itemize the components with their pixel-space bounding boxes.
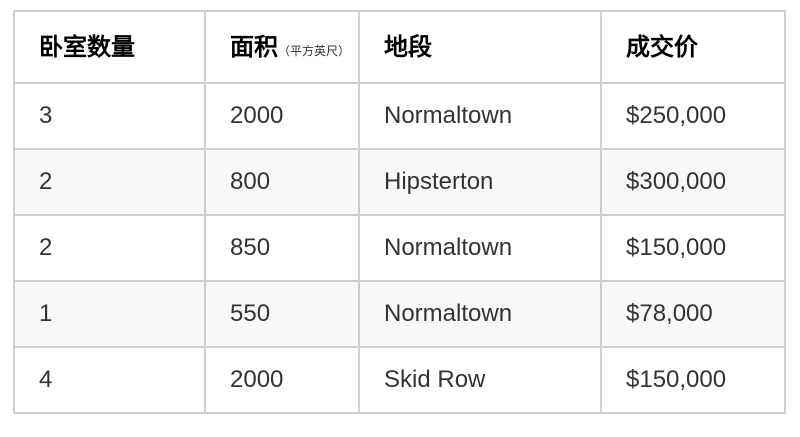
cell-neighborhood: Normaltown <box>358 214 602 282</box>
cell-bedrooms: 3 <box>13 82 206 150</box>
cell-bedrooms: 1 <box>13 280 206 348</box>
cell-area: 800 <box>204 148 360 216</box>
header-row: 卧室数量 面积（平方英尺） 地段 成交价 <box>13 10 786 84</box>
cell-price: $250,000 <box>600 82 786 150</box>
header-label: 面积 <box>230 33 278 61</box>
cell-neighborhood: Skid Row <box>358 346 602 414</box>
cell-area: 850 <box>204 214 360 282</box>
cell-area: 550 <box>204 280 360 348</box>
cell-bedrooms: 4 <box>13 346 206 414</box>
header-label: 地段 <box>384 33 432 61</box>
cell-neighborhood: Normaltown <box>358 82 602 150</box>
header-label: 卧室数量 <box>39 33 135 61</box>
cell-bedrooms: 2 <box>13 214 206 282</box>
header-label: 成交价 <box>626 33 698 61</box>
header-bedrooms: 卧室数量 <box>13 10 206 84</box>
table-row: 2 800 Hipsterton $300,000 <box>13 148 786 216</box>
cell-neighborhood: Hipsterton <box>358 148 602 216</box>
cell-price: $300,000 <box>600 148 786 216</box>
cell-area: 2000 <box>204 346 360 414</box>
table-row: 3 2000 Normaltown $250,000 <box>13 82 786 150</box>
house-price-table: 卧室数量 面积（平方英尺） 地段 成交价 3 2000 Normaltown $250,00… <box>13 10 786 414</box>
header-unit-note: （平方英尺） <box>278 43 351 58</box>
cell-bedrooms: 2 <box>13 148 206 216</box>
header-price: 成交价 <box>600 10 786 84</box>
header-neighborhood: 地段 <box>358 10 602 84</box>
table-row: 2 850 Normaltown $150,000 <box>13 214 786 282</box>
table-row: 4 2000 Skid Row $150,000 <box>13 346 786 414</box>
cell-area: 2000 <box>204 82 360 150</box>
cell-price: $150,000 <box>600 346 786 414</box>
cell-price: $78,000 <box>600 280 786 348</box>
cell-neighborhood: Normaltown <box>358 280 602 348</box>
cell-price: $150,000 <box>600 214 786 282</box>
table-row: 1 550 Normaltown $78,000 <box>13 280 786 348</box>
header-area: 面积（平方英尺） <box>204 10 360 84</box>
